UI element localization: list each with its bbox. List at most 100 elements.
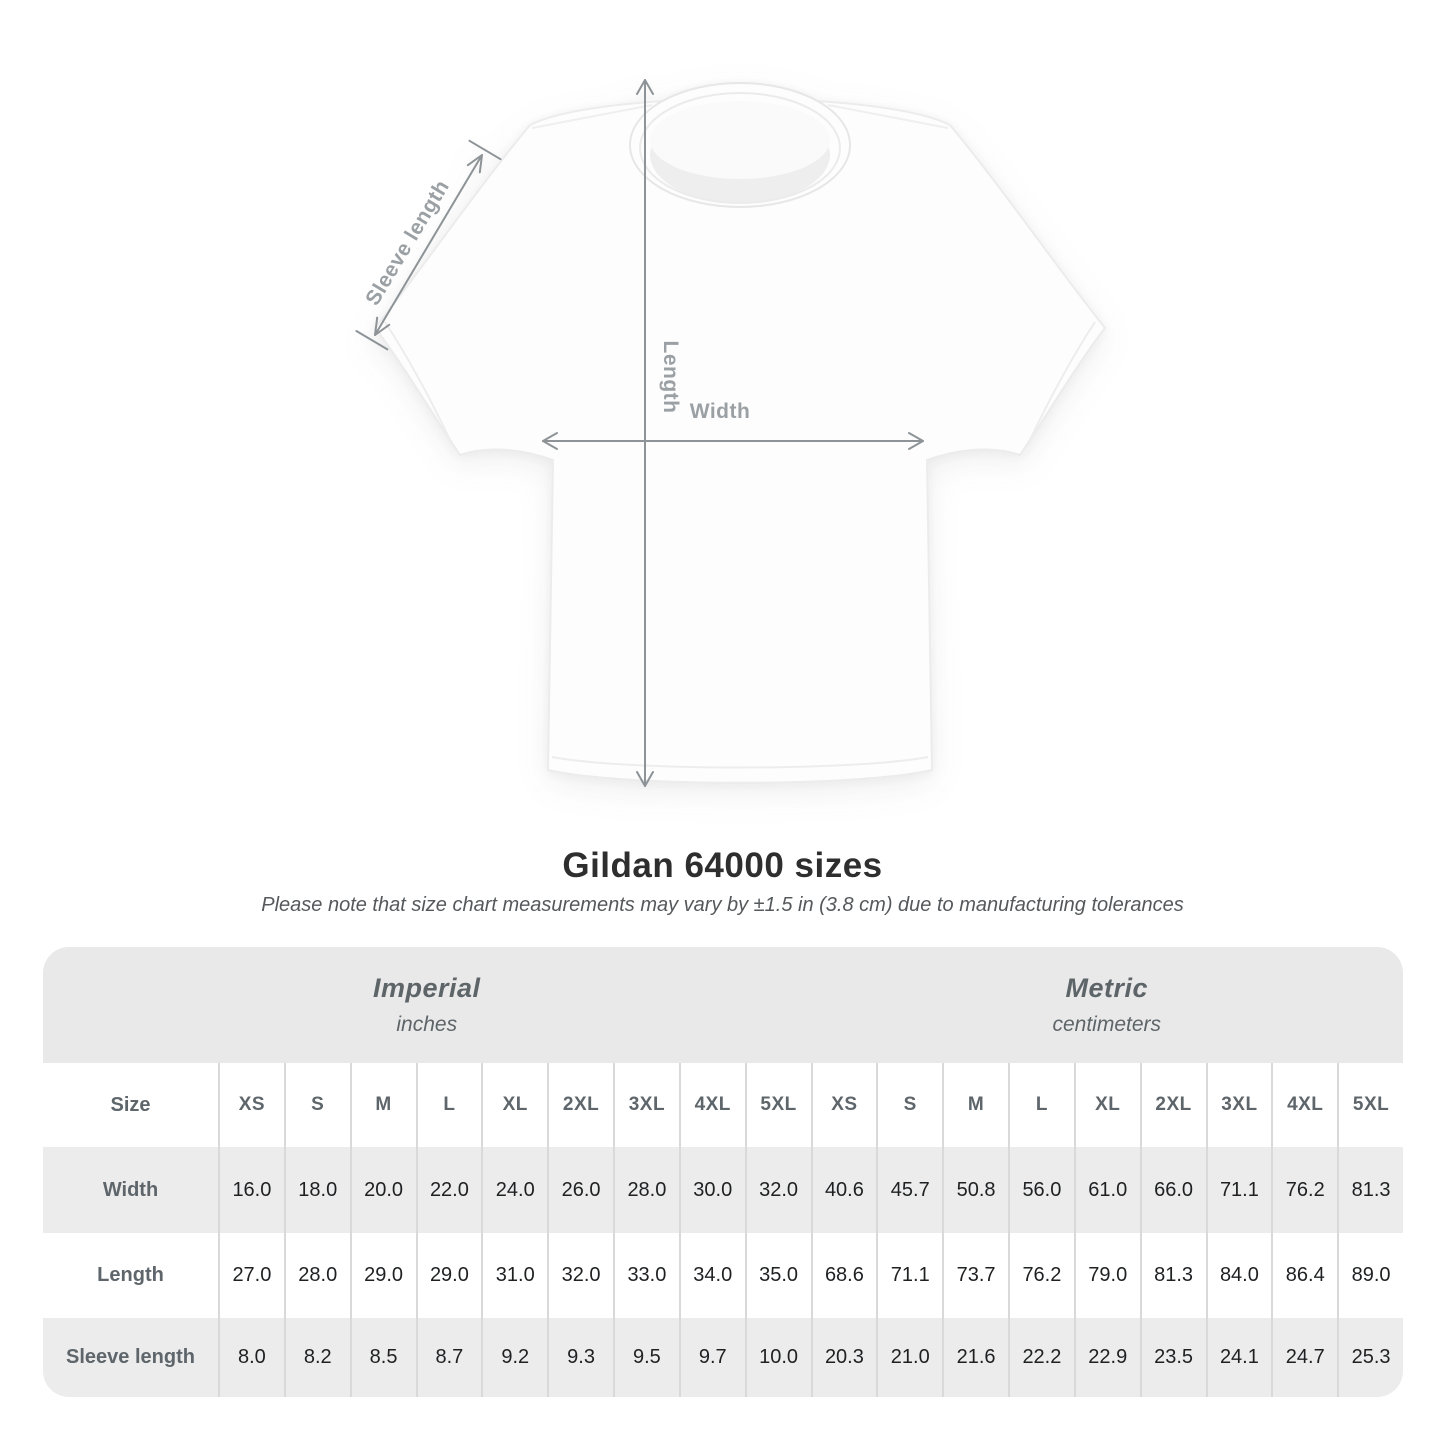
measurement-cell-imperial: 8.0 [218, 1318, 284, 1397]
measurement-cell-metric: 81.3 [1337, 1147, 1403, 1233]
measurement-cell-imperial: 31.0 [481, 1233, 547, 1318]
metric-section-header: Metric centimeters [811, 947, 1404, 1063]
measurement-cell-imperial: 26.0 [547, 1147, 613, 1233]
measurement-cell-metric: 76.2 [1271, 1147, 1337, 1233]
measurement-cell-imperial: 16.0 [218, 1147, 284, 1233]
row-label: Sleeve length [66, 1346, 195, 1368]
measurement-cell-imperial: 28.0 [283, 1233, 350, 1318]
size-header-imperial: 3XL [613, 1063, 679, 1147]
measurement-cell-metric: 81.3 [1139, 1233, 1206, 1318]
row-width: Width 16.0 18.0 20.0 22.0 24.0 26.0 28.0 30.0 32.… [43, 1147, 1403, 1233]
measurement-cell-imperial: 27.0 [218, 1233, 284, 1318]
measurement-cell-metric: 84.0 [1205, 1233, 1272, 1318]
width-label: Width [689, 400, 751, 423]
row-length: Length 27.0 28.0 29.0 29.0 31.0 32.0 33.0 34.0 35… [43, 1233, 1403, 1318]
size-header-metric: 2XL [1139, 1063, 1206, 1147]
measurement-cell-imperial: 28.0 [613, 1147, 679, 1233]
metric-unit-label: centimeters [1052, 1013, 1162, 1036]
measurement-cell-imperial: 29.0 [415, 1233, 482, 1318]
size-header-row: Size XS S M L XL 2XL 3XL 4XL 5XL XS S M L XL 2XL 3XL 4XL 5… [43, 1063, 1403, 1147]
row-label: Width [102, 1178, 159, 1201]
length-label: Length [659, 340, 682, 414]
measurement-cell-metric: 56.0 [1008, 1147, 1074, 1233]
measurement-cell-imperial: 8.2 [283, 1318, 350, 1397]
measurement-cell-metric: 66.0 [1139, 1147, 1206, 1233]
sleeve-length-arrow [355, 139, 502, 351]
imperial-unit-label: inches [396, 1013, 458, 1036]
dimension-tick-top [468, 139, 502, 161]
size-header-imperial: 2XL [547, 1063, 613, 1147]
size-table: Imperial inches Metric centimeters Size X… [43, 947, 1403, 1397]
measurement-cell-imperial: 10.0 [744, 1318, 811, 1397]
size-header-imperial: L [415, 1063, 482, 1147]
measurement-cell-metric: 25.3 [1337, 1318, 1403, 1397]
shoulder-seam-right [827, 104, 949, 129]
size-header-imperial: 4XL [678, 1063, 745, 1147]
measurement-cell-metric: 76.2 [1008, 1233, 1074, 1318]
measurement-cell-imperial: 24.0 [481, 1147, 547, 1233]
measurement-cell-metric: 24.1 [1205, 1318, 1272, 1397]
bottom-hem [551, 756, 929, 769]
size-header-metric: XL [1073, 1063, 1140, 1147]
measurement-cell-metric: 40.6 [810, 1147, 877, 1233]
measurement-cell-metric: 89.0 [1337, 1233, 1403, 1318]
size-col-label: Size [110, 1093, 151, 1116]
page-title: Gildan 64000 sizes [562, 846, 883, 885]
row-sleeve-length: Sleeve length 8.0 8.2 8.5 8.7 9.2 9.3 9.5 9.7 10.… [43, 1318, 1403, 1397]
measurement-cell-metric: 61.0 [1073, 1147, 1140, 1233]
size-header-metric: 4XL [1271, 1063, 1337, 1147]
measurement-cell-imperial: 33.0 [613, 1233, 679, 1318]
measurement-cell-metric: 22.2 [1008, 1318, 1074, 1397]
unit-header-row: Imperial inches Metric centimeters [43, 947, 1403, 1063]
measurement-cell-metric: 24.7 [1271, 1318, 1337, 1397]
measurement-cell-metric: 21.0 [876, 1318, 942, 1397]
row-label: Length [97, 1264, 164, 1286]
shoulder-seam-left [531, 104, 653, 129]
tshirt-body [373, 82, 1107, 784]
size-header-imperial: XL [481, 1063, 547, 1147]
measurement-cell-imperial: 32.0 [547, 1233, 613, 1318]
measurement-cell-metric: 73.7 [942, 1233, 1008, 1318]
measurement-cell-metric: 71.1 [1205, 1147, 1272, 1233]
measurement-cell-imperial: 9.3 [547, 1318, 613, 1397]
size-header-metric: S [876, 1063, 942, 1147]
measurement-cell-metric: 71.1 [876, 1233, 942, 1318]
tolerance-note: Please note that size chart measurements… [261, 894, 1184, 916]
imperial-label: Imperial [372, 973, 481, 1003]
width-arrow [542, 432, 924, 450]
measurement-cell-metric: 45.7 [876, 1147, 942, 1233]
measurement-cell-metric: 86.4 [1271, 1233, 1337, 1318]
measurement-cell-metric: 20.3 [810, 1318, 877, 1397]
measurement-cell-imperial: 32.0 [744, 1147, 811, 1233]
measurement-cell-imperial: 9.5 [613, 1318, 679, 1397]
dimension-tick-bottom [355, 330, 389, 351]
measurement-cell-metric: 22.9 [1073, 1318, 1140, 1397]
size-header-metric: 5XL [1337, 1063, 1403, 1147]
sleeve-hem-right [1027, 321, 1096, 445]
sleeve-hem-left [384, 321, 453, 445]
size-header-metric: 3XL [1205, 1063, 1272, 1147]
measurement-cell-metric: 23.5 [1139, 1318, 1206, 1397]
measurement-cell-imperial: 30.0 [678, 1147, 745, 1233]
measurement-cell-metric: 21.6 [942, 1318, 1008, 1397]
size-header-imperial: XS [218, 1063, 284, 1147]
size-header-imperial: S [283, 1063, 350, 1147]
tshirt-illustration [355, 79, 1107, 787]
measurement-cell-metric: 79.0 [1073, 1233, 1140, 1318]
size-header-imperial: M [349, 1063, 416, 1147]
size-header-metric: M [942, 1063, 1008, 1147]
measurement-cell-imperial: 34.0 [678, 1233, 745, 1318]
measurement-cell-imperial: 8.5 [349, 1318, 416, 1397]
measurement-cell-imperial: 20.0 [349, 1147, 416, 1233]
length-arrow [636, 79, 654, 787]
metric-label: Metric [1065, 973, 1149, 1003]
tshirt-measurement-diagram: Sleeve length Length Width [280, 60, 1160, 850]
size-header-metric: L [1008, 1063, 1074, 1147]
imperial-section-header: Imperial inches [43, 947, 811, 1063]
measurement-cell-imperial: 29.0 [349, 1233, 416, 1318]
size-header-metric: XS [810, 1063, 877, 1147]
measurement-cell-imperial: 35.0 [744, 1233, 811, 1318]
measurement-cell-metric: 50.8 [942, 1147, 1008, 1233]
measurement-cell-metric: 68.6 [810, 1233, 877, 1318]
collar [629, 82, 851, 208]
